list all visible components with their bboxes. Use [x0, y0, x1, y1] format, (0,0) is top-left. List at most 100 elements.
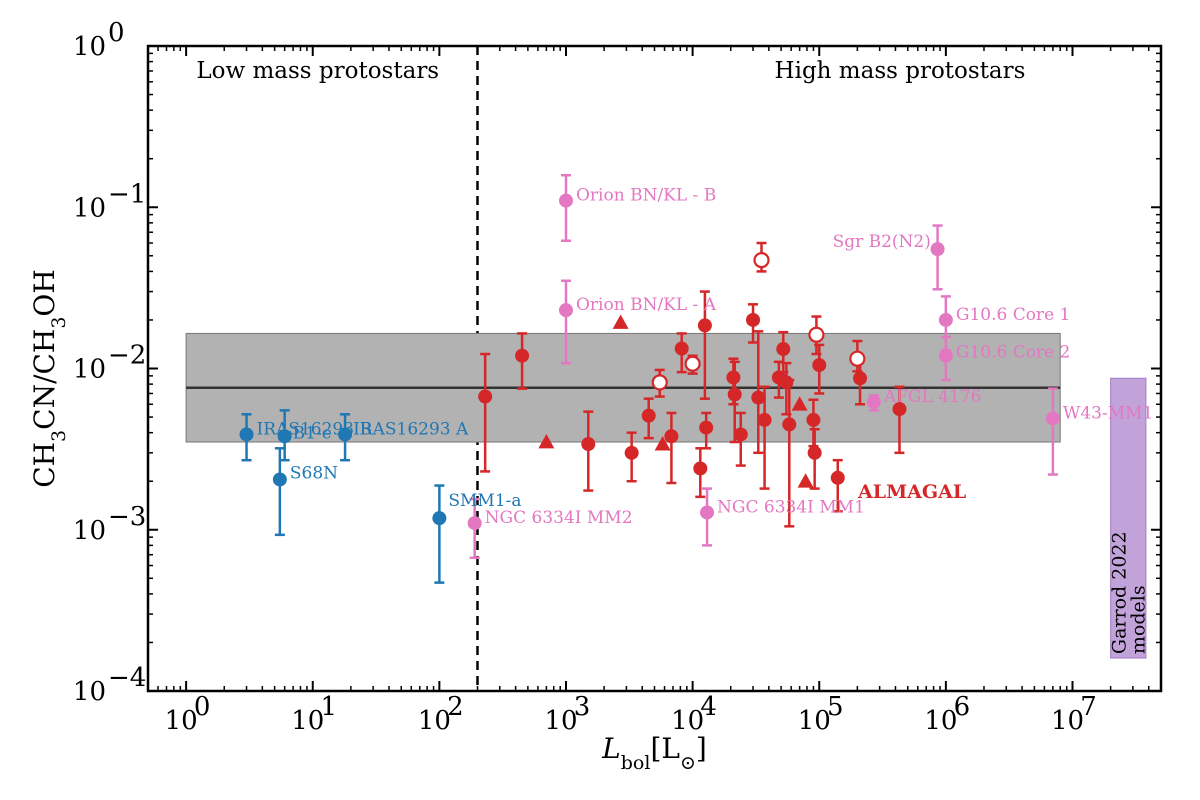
- almagal-point: [757, 412, 772, 427]
- almagal-triangle-point: [654, 436, 671, 451]
- x-tick-label-exponent: 0: [194, 692, 211, 722]
- almagal-point: [697, 318, 712, 333]
- almagal-triangle-point: [797, 473, 814, 488]
- almagal-point: [641, 408, 656, 423]
- almagal-open-point: [753, 252, 770, 269]
- y-tick-label: 10: [73, 516, 106, 546]
- y-tick-label: 10: [73, 355, 106, 385]
- almagal-point: [830, 470, 845, 485]
- low-mass-label: IRAS16293 B: [257, 419, 372, 439]
- literature-label: G10.6 Core 1: [956, 305, 1070, 325]
- x-tick-label-exponent: 6: [954, 692, 971, 722]
- literature-point: [938, 348, 953, 363]
- literature-label: Sgr B2(N2): [833, 232, 931, 252]
- y-tick-label: 10: [73, 193, 106, 223]
- low-mass-label: B1-c: [293, 423, 332, 443]
- almagal-open-point: [849, 350, 866, 367]
- x-tick-label-exponent: 2: [447, 692, 464, 722]
- low-mass-point: [239, 427, 254, 442]
- median-band-layer: [185, 332, 1061, 443]
- x-tick-label: 10: [418, 706, 451, 736]
- almagal-point: [581, 437, 596, 452]
- literature-point: [930, 242, 945, 257]
- points-layer: [239, 173, 1060, 584]
- low-mass-label: S68N: [290, 463, 338, 483]
- almagal-point: [746, 312, 761, 327]
- almagal-point: [806, 412, 821, 427]
- almagal-point: [699, 420, 714, 435]
- x-tick-label-exponent: 4: [700, 692, 717, 722]
- x-tick-label-exponent: 3: [574, 692, 591, 722]
- literature-point: [467, 516, 482, 531]
- literature-label: NGC 6334I MM1: [717, 497, 865, 517]
- low-mass-point: [277, 429, 292, 444]
- x-tick-label-exponent: 7: [1080, 692, 1097, 722]
- almagal-point: [782, 417, 797, 432]
- y-tick-label-exponent: −2: [108, 341, 146, 371]
- x-tick-label-exponent: 5: [827, 692, 844, 722]
- low-mass-label: IRAS16293 A: [353, 419, 469, 439]
- source-labels-layer: IRAS16293 BB1-c IRAS16293 A S68N SMM1-a Orio…: [257, 186, 1154, 529]
- y-tick-label: 10: [73, 32, 106, 62]
- region-label-low-mass: Low mass protostars: [196, 58, 439, 84]
- x-tick-label: 10: [1051, 706, 1084, 736]
- almagal-point: [674, 341, 689, 356]
- y-tick-label-exponent: −3: [108, 502, 146, 532]
- garrod-models-band: [1110, 377, 1147, 659]
- almagal-annotation: ALMAGAL: [857, 481, 966, 503]
- almagal-point: [727, 387, 742, 402]
- literature-label: NGC 6334I MM2: [485, 508, 633, 528]
- almagal-triangle-point: [791, 396, 808, 411]
- literature-point: [558, 303, 573, 318]
- almagal-point: [733, 427, 748, 442]
- almagal-open-point: [808, 326, 825, 343]
- x-tick-label: 10: [291, 706, 324, 736]
- y-tick-label: 10: [73, 677, 106, 707]
- almagal-point: [515, 348, 530, 363]
- almagal-point: [478, 389, 493, 404]
- almagal-point: [807, 445, 822, 460]
- y-tick-label-exponent: 0: [108, 18, 125, 48]
- literature-label: W43-MM1: [1063, 403, 1153, 423]
- low-mass-point: [338, 427, 353, 442]
- literature-label: G10.6 Core 2: [956, 343, 1070, 363]
- literature-label: Orion BN/KL - A: [576, 295, 717, 315]
- literature-label: AFGL 4176: [883, 387, 982, 407]
- low-mass-point: [272, 472, 287, 487]
- almagal-point: [624, 445, 639, 460]
- almagal-point: [812, 358, 827, 373]
- almagal-triangle-point: [538, 434, 555, 449]
- almagal-point: [726, 370, 741, 385]
- low-mass-point: [432, 511, 447, 526]
- x-tick-label: 10: [798, 706, 831, 736]
- almagal-open-point: [651, 374, 668, 391]
- almagal-triangle-point: [612, 314, 629, 329]
- literature-point: [938, 312, 953, 327]
- x-tick-label: 10: [544, 706, 577, 736]
- models-label-line2: models: [1127, 585, 1149, 654]
- low-mass-label: SMM1-a: [448, 491, 521, 511]
- region-label-high-mass: High mass protostars: [775, 58, 1026, 84]
- almagal-point: [693, 461, 708, 476]
- almagal-point: [751, 390, 766, 405]
- x-tick-label: 10: [165, 706, 198, 736]
- x-axis-title: Lbol[L⊙]: [601, 732, 707, 774]
- x-tick-label: 10: [924, 706, 957, 736]
- x-tick-label-exponent: 1: [320, 692, 337, 722]
- literature-point: [1045, 411, 1060, 426]
- almagal-point: [853, 371, 868, 386]
- almagal-open-point: [684, 355, 701, 372]
- literature-point: [558, 193, 573, 208]
- models-label-line1: Garrod 2022: [1108, 531, 1130, 654]
- almagal-point: [776, 342, 791, 357]
- y-tick-label-exponent: −1: [108, 179, 146, 209]
- almagal-point: [892, 402, 907, 417]
- y-tick-label-exponent: −4: [108, 663, 146, 693]
- literature-point: [866, 394, 881, 409]
- almagal-point: [779, 375, 794, 390]
- y-axis-title: CH3CN/CH3OH: [28, 269, 70, 488]
- literature-label: Orion BN/KL - B: [576, 186, 716, 206]
